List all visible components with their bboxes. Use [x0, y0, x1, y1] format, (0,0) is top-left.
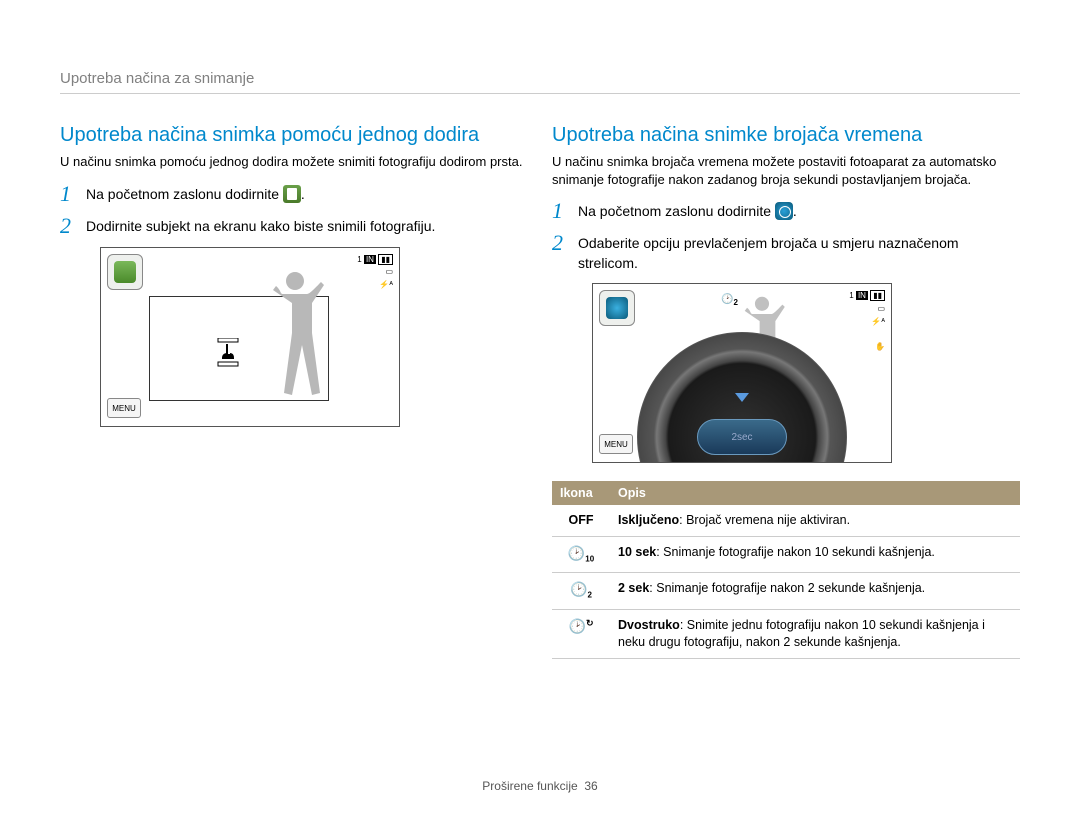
menu-button: MENU	[107, 398, 141, 418]
left-step-2: 2 Dodirnite subjekt na ekranu kako biste…	[60, 215, 528, 237]
in-badge: IN	[856, 291, 868, 300]
table-row: 🕑10 10 sek: Snimanje fotografije nakon 1…	[552, 537, 1020, 573]
left-column: Upotreba načina snimka pomoću jednog dod…	[60, 124, 528, 659]
th-icon: Ikona	[552, 481, 610, 505]
stabilizer-icon: ✋	[875, 342, 885, 351]
dial-arrow-icon	[735, 393, 749, 402]
resolution-icon: ▭	[385, 267, 393, 276]
step1-post: .	[301, 186, 305, 202]
step-text: Na početnom zaslonu dodirnite .	[578, 200, 1020, 222]
footer-label: Proširene funkcije	[482, 779, 577, 793]
left-title: Upotreba načina snimka pomoću jednog dod…	[60, 124, 528, 147]
menu-button: MENU	[599, 434, 633, 454]
flash-auto-icon: ⚡ᴬ	[379, 280, 393, 289]
th-desc: Opis	[610, 481, 1020, 505]
step-number: 2	[552, 232, 578, 254]
icon-10sec: 🕑10	[552, 537, 610, 573]
icon-2sec: 🕑2	[552, 573, 610, 609]
desc-off: Isključeno: Brojač vremena nije aktivira…	[610, 505, 1020, 536]
flash-auto-icon: ⚡ᴬ	[871, 317, 885, 326]
page-header: Upotreba načina za snimanje	[60, 70, 1020, 94]
desc-double: Dvostruko: Snimite jednu fotografiju nak…	[610, 609, 1020, 658]
timer-mode-screen: 🕑2 1 IN ▮▮ ▭ ⚡ᴬ ✋ 2sec MENU	[592, 283, 892, 463]
right-step-1: 1 Na početnom zaslonu dodirnite .	[552, 200, 1020, 222]
step-number: 1	[552, 200, 578, 222]
timer-mode-icon	[775, 202, 793, 220]
table-row: OFF Isključeno: Brojač vremena nije akti…	[552, 505, 1020, 536]
step-text: Dodirnite subjekt na ekranu kako biste s…	[86, 215, 528, 237]
step-number: 2	[60, 215, 86, 237]
right-step-2: 2 Odaberite opciju prevlačenjem brojača …	[552, 232, 1020, 273]
battery-icon: ▮▮	[378, 254, 393, 265]
dial-value: 2sec	[697, 419, 787, 455]
content-columns: Upotreba načina snimka pomoću jednog dod…	[60, 124, 1020, 659]
in-badge: IN	[364, 255, 376, 264]
timer-options-table: Ikona Opis OFF Isključeno: Brojač vremen…	[552, 481, 1020, 658]
touch-mode-screen: 1 IN ▮▮ ▭ ⚡ᴬ MENU	[100, 247, 400, 427]
step-text: Odaberite opciju prevlačenjem brojača u …	[578, 232, 1020, 273]
step1-post: .	[793, 203, 797, 219]
table-row: 🕑2 2 sek: Snimanje fotografije nakon 2 s…	[552, 573, 1020, 609]
page: Upotreba načina za snimanje Upotreba nač…	[0, 0, 1080, 689]
left-intro: U načinu snimka pomoću jednog dodira mož…	[60, 153, 528, 171]
counter: 1	[849, 291, 853, 300]
battery-icon: ▮▮	[870, 290, 885, 301]
icon-double: 🕑↻	[552, 609, 610, 658]
right-title: Upotreba načina snimke brojača vremena	[552, 124, 1020, 147]
step-number: 1	[60, 183, 86, 205]
page-footer: Proširene funkcije 36	[0, 779, 1080, 793]
right-intro: U načinu snimka brojača vremena možete p…	[552, 153, 1020, 188]
right-column: Upotreba načina snimke brojača vremena U…	[552, 124, 1020, 659]
desc-10sec: 10 sek: Snimanje fotografije nakon 10 se…	[610, 537, 1020, 573]
status-indicators: 1 IN ▮▮ ▭ ⚡ᴬ ✋	[849, 290, 885, 354]
resolution-icon: ▭	[877, 304, 885, 313]
step1-pre: Na početnom zaslonu dodirnite	[86, 186, 283, 202]
footer-page: 36	[584, 779, 597, 793]
counter: 1	[357, 255, 361, 264]
timer-mode-app-icon	[599, 290, 635, 326]
step-text: Na početnom zaslonu dodirnite .	[86, 183, 528, 205]
touch-mode-app-icon	[107, 254, 143, 290]
icon-off: OFF	[552, 505, 610, 536]
left-step-1: 1 Na početnom zaslonu dodirnite .	[60, 183, 528, 205]
desc-2sec: 2 sek: Snimanje fotografije nakon 2 seku…	[610, 573, 1020, 609]
step1-pre: Na početnom zaslonu dodirnite	[578, 203, 775, 219]
touch-cursor-icon	[216, 338, 240, 368]
table-row: 🕑↻ Dvostruko: Snimite jednu fotografiju …	[552, 609, 1020, 658]
one-touch-mode-icon	[283, 185, 301, 203]
status-indicators: 1 IN ▮▮ ▭ ⚡ᴬ	[357, 254, 393, 292]
subject-silhouette	[265, 266, 325, 406]
table-header-row: Ikona Opis	[552, 481, 1020, 505]
